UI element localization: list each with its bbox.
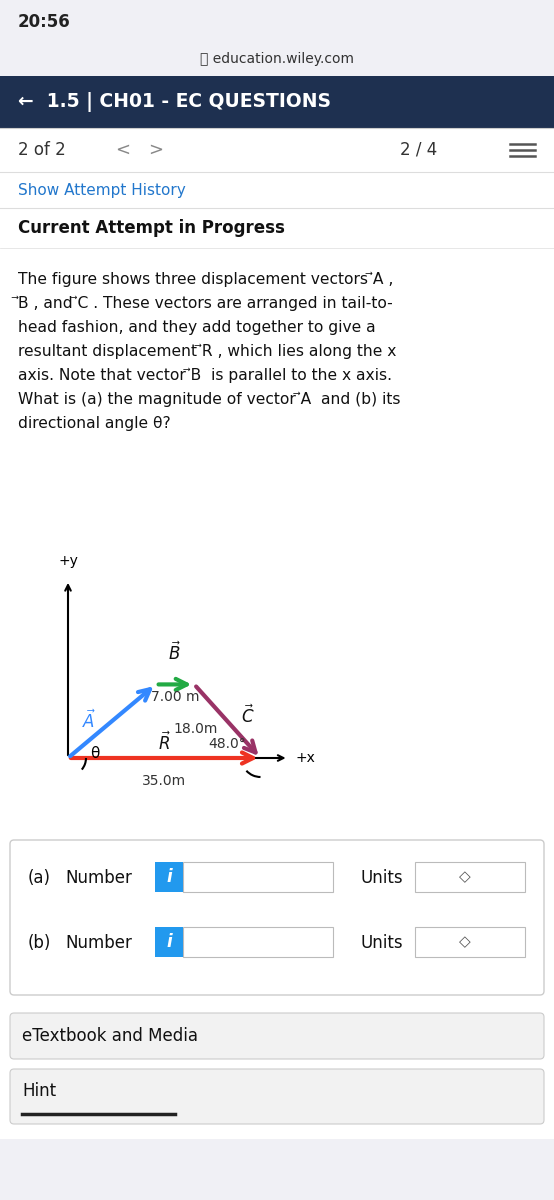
Text: 2 / 4: 2 / 4 xyxy=(400,140,437,158)
Text: +y: +y xyxy=(58,554,78,568)
Text: 18.0m: 18.0m xyxy=(173,722,217,737)
Text: $\vec{R}$: $\vec{R}$ xyxy=(158,732,171,754)
Text: eTextbook and Media: eTextbook and Media xyxy=(22,1027,198,1045)
Bar xyxy=(183,862,333,892)
Text: θ: θ xyxy=(90,745,99,761)
Text: $\vec{A}$: $\vec{A}$ xyxy=(82,710,96,732)
Bar xyxy=(0,42,554,76)
Text: 2 of 2: 2 of 2 xyxy=(18,140,66,158)
Text: resultant displacement ⃗R , which lies along the x: resultant displacement ⃗R , which lies a… xyxy=(18,344,396,359)
Bar xyxy=(0,1139,554,1200)
Bar xyxy=(183,926,333,958)
Text: $\vec{B}$: $\vec{B}$ xyxy=(168,642,182,665)
Bar xyxy=(0,128,554,1200)
Text: Units: Units xyxy=(360,934,403,952)
Text: ←  1.5 | CH01 - EC QUESTIONS: ← 1.5 | CH01 - EC QUESTIONS xyxy=(18,92,331,112)
Text: The figure shows three displacement vectors ⃗A ,: The figure shows three displacement vect… xyxy=(18,272,393,287)
Bar xyxy=(155,926,183,958)
Bar xyxy=(415,862,525,892)
Text: What is (a) the magnitude of vector ⃗A  and (b) its: What is (a) the magnitude of vector ⃗A a… xyxy=(18,392,401,407)
Text: ⃗B , and ⃗C . These vectors are arranged in tail-to-: ⃗B , and ⃗C . These vectors are arranged… xyxy=(18,296,393,311)
FancyBboxPatch shape xyxy=(10,1069,544,1124)
Bar xyxy=(155,862,183,892)
Text: 35.0m: 35.0m xyxy=(142,774,186,788)
Text: axis. Note that vector ⃗B  is parallel to the x axis.: axis. Note that vector ⃗B is parallel to… xyxy=(18,368,392,383)
Text: head fashion, and they add together to give a: head fashion, and they add together to g… xyxy=(18,320,376,335)
Text: 🔒 education.wiley.com: 🔒 education.wiley.com xyxy=(200,52,354,66)
FancyBboxPatch shape xyxy=(10,1013,544,1058)
Text: Units: Units xyxy=(360,869,403,887)
Text: (b): (b) xyxy=(28,934,52,952)
Text: Hint: Hint xyxy=(22,1082,56,1100)
Bar xyxy=(0,76,554,128)
Bar xyxy=(415,926,525,958)
Text: >: > xyxy=(148,140,163,158)
Text: (a): (a) xyxy=(28,869,51,887)
Bar xyxy=(0,0,554,42)
FancyBboxPatch shape xyxy=(10,840,544,995)
Text: Current Attempt in Progress: Current Attempt in Progress xyxy=(18,218,285,236)
Text: 20:56: 20:56 xyxy=(18,13,71,31)
Text: i: i xyxy=(166,934,172,950)
Text: ◇: ◇ xyxy=(459,935,471,949)
Text: 48.0°: 48.0° xyxy=(208,737,246,751)
Text: $\vec{C}$: $\vec{C}$ xyxy=(242,704,255,727)
Text: directional angle θ?: directional angle θ? xyxy=(18,416,171,431)
Text: 7.00 m: 7.00 m xyxy=(151,690,199,704)
Text: Number: Number xyxy=(65,869,132,887)
Text: <: < xyxy=(115,140,130,158)
Text: Number: Number xyxy=(65,934,132,952)
Text: i: i xyxy=(166,868,172,886)
Text: ◇: ◇ xyxy=(459,870,471,884)
Text: Show Attempt History: Show Attempt History xyxy=(18,182,186,198)
Text: +x: +x xyxy=(295,751,315,766)
